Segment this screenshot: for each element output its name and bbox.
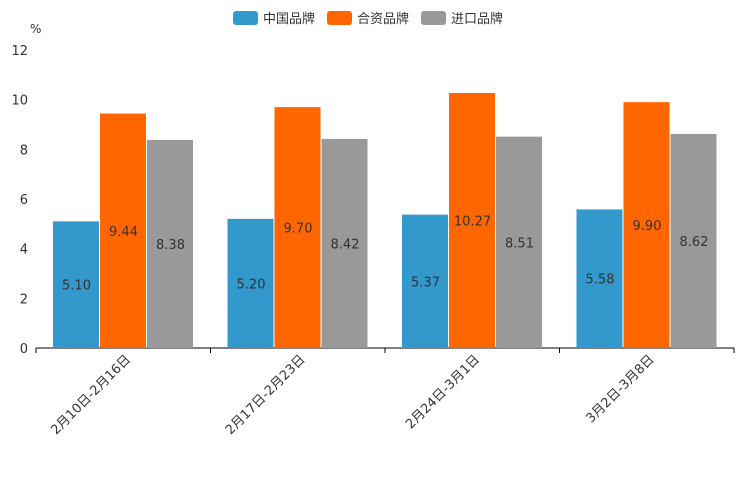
x-tick-label: 2月24日-3月1日 xyxy=(403,352,483,432)
legend-item-import[interactable]: 进口品牌 xyxy=(421,8,503,27)
y-tick-label: 2 xyxy=(20,292,28,307)
bar-value-label: 9.70 xyxy=(284,222,313,237)
bar xyxy=(670,133,717,348)
legend-label-jv: 合资品牌 xyxy=(357,12,410,27)
x-tick-label: 2月10日-2月16日 xyxy=(48,352,134,438)
legend-item-china[interactable]: 中国品牌 xyxy=(233,8,315,27)
x-tick-label: 3月2日-3月8日 xyxy=(583,352,657,426)
bar-value-label: 5.10 xyxy=(62,279,91,294)
bar-value-label: 8.42 xyxy=(331,237,360,252)
bar-value-label: 8.62 xyxy=(680,235,709,250)
bar xyxy=(402,214,448,348)
y-tick-label: 8 xyxy=(20,143,28,158)
y-tick-label: 0 xyxy=(20,342,28,357)
y-tick-label: 6 xyxy=(20,193,28,208)
bar xyxy=(576,209,623,348)
bar-value-label: 10.27 xyxy=(454,214,491,229)
y-tick-label: 10 xyxy=(11,94,28,109)
legend-label-import: 进口品牌 xyxy=(451,12,504,27)
legend-label-china: 中国品牌 xyxy=(263,12,316,27)
bar-value-label: 9.90 xyxy=(633,219,662,234)
bar xyxy=(100,113,146,348)
chart-legend: 中国品牌 合资品牌 进口品牌 xyxy=(233,8,503,27)
y-axis-unit: % xyxy=(30,22,42,36)
bar xyxy=(623,102,670,349)
x-tick-label: 2月17日-2月23日 xyxy=(223,352,309,438)
bar xyxy=(496,136,542,348)
legend-item-jv[interactable]: 合资品牌 xyxy=(327,8,409,27)
y-tick-label: 4 xyxy=(20,243,28,258)
bar-value-label: 9.44 xyxy=(109,225,138,240)
bar-value-label: 8.38 xyxy=(156,238,185,253)
bar xyxy=(321,138,368,348)
bar xyxy=(227,218,274,348)
bar-value-label: 5.20 xyxy=(237,277,266,292)
bar-value-label: 8.51 xyxy=(505,236,534,251)
bar-value-label: 5.58 xyxy=(586,273,615,288)
bar xyxy=(53,221,99,348)
bar-value-label: 5.37 xyxy=(411,275,440,290)
legend-swatch-import xyxy=(421,10,447,25)
y-tick-label: 12 xyxy=(11,44,28,59)
bar xyxy=(147,139,193,348)
legend-swatch-china xyxy=(233,10,258,25)
legend-swatch-jv xyxy=(327,10,353,25)
bar xyxy=(449,92,495,348)
bar xyxy=(274,107,321,348)
